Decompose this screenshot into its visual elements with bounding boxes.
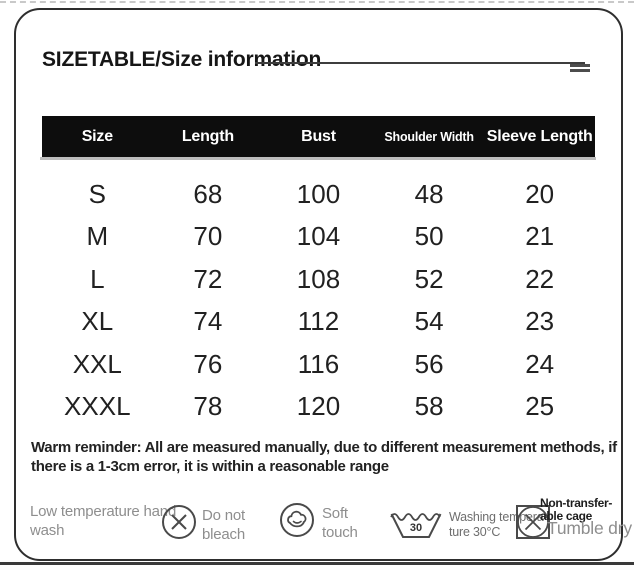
- table-row: XL 74 112 54 23: [42, 301, 595, 344]
- table-cell: 22: [525, 263, 555, 294]
- table-cell: XXL: [72, 348, 122, 379]
- table-cell: 120: [296, 391, 341, 422]
- tumble-dry-note-line1: Non-transfer-: [540, 496, 613, 510]
- table-cell: 25: [525, 391, 555, 422]
- table-cell: 108: [296, 263, 341, 294]
- table-header-cell-bust: Bust: [301, 127, 336, 145]
- bottom-divider-line: [0, 562, 634, 565]
- table-cell: S: [88, 178, 106, 209]
- table-cell: 112: [297, 306, 340, 337]
- table-cell: XXXL: [64, 391, 131, 422]
- do-not-bleach-icon: [162, 505, 196, 539]
- table-row: XXXL 78 120 58 25: [42, 386, 595, 429]
- table-row: L 72 108 52 22: [42, 258, 595, 301]
- wash-tub-icon: 30: [390, 513, 442, 538]
- table-header: Size Length Bust Shoulder Width Sleeve L…: [42, 116, 595, 157]
- table-cell: L: [90, 263, 105, 294]
- warm-reminder-line1: Warm reminder: All are measured manually…: [31, 439, 617, 456]
- table-cell: 58: [414, 391, 444, 422]
- wash-temp-value: 30: [410, 522, 422, 534]
- table-header-cell-shoulder-width: Shoulder Width: [384, 129, 474, 144]
- size-info-card: SIZETABLE/Size information Size Length B…: [14, 8, 632, 561]
- table-cell: 21: [525, 221, 555, 252]
- do-not-bleach-label: Do not bleach: [202, 507, 246, 543]
- tumble-dry-note-line2: able cage: [540, 509, 592, 523]
- table-body: S 68 100 48 20 M 70 104 50 21 L 72 108 5…: [42, 173, 595, 428]
- table-cell: 100: [296, 178, 341, 209]
- soft-touch-icon: [280, 503, 314, 537]
- table-cell: 68: [193, 178, 223, 209]
- top-dashed-divider: [0, 1, 634, 3]
- table-cell: 74: [193, 306, 223, 337]
- equals-icon-bar: [570, 69, 590, 72]
- warm-reminder-text: Warm reminder: All are measured manually…: [31, 438, 623, 476]
- table-cell: 24: [525, 348, 555, 379]
- page-title: SIZETABLE/Size information: [42, 48, 322, 71]
- table-cell: 72: [193, 263, 223, 294]
- title-divider-line: [255, 62, 585, 64]
- table-cell: XL: [81, 306, 114, 337]
- table-header-underline: [40, 157, 596, 160]
- table-header-cell-sleeve-length: Sleeve Length: [486, 127, 593, 145]
- table-cell: 54: [414, 306, 444, 337]
- equals-icon: [570, 64, 590, 74]
- tumble-dry-label: Tumble dry: [547, 518, 632, 538]
- table-cell: 104: [296, 221, 341, 252]
- tumble-dry-icon: [516, 505, 550, 539]
- table-cell: 56: [414, 348, 444, 379]
- table-cell: 76: [193, 348, 223, 379]
- table-cell: 48: [414, 178, 444, 209]
- table-header-cell-length: Length: [181, 127, 234, 145]
- table-row: S 68 100 48 20: [42, 173, 595, 216]
- hand-wash-label: Low temperature hand wash: [30, 503, 177, 539]
- washing-temperature-line1: Washing tempera-: [449, 510, 548, 524]
- washing-temperature-line2: ture 30°C: [449, 525, 501, 539]
- table-cell: 23: [525, 306, 555, 337]
- table-cell: 78: [193, 391, 223, 422]
- washing-temperature-label: Washing tempera- ture 30°C: [449, 510, 559, 540]
- soft-touch-label: Soft touch: [322, 505, 358, 541]
- table-cell: M: [86, 221, 109, 252]
- table-cell: 52: [414, 263, 444, 294]
- warm-reminder-line2: there is a 1-3cm error, it is within a r…: [31, 458, 389, 475]
- table-cell: 20: [525, 178, 555, 209]
- table-row: M 70 104 50 21: [42, 216, 595, 259]
- tumble-dry-note: Non-transfer- able cage: [540, 497, 624, 523]
- table-cell: 70: [193, 221, 223, 252]
- equals-icon-bar: [570, 64, 590, 67]
- table-row: XXL 76 116 56 24: [42, 343, 595, 386]
- table-header-cell-size: Size: [81, 127, 113, 145]
- table-cell: 116: [297, 348, 340, 379]
- table-cell: 50: [414, 221, 444, 252]
